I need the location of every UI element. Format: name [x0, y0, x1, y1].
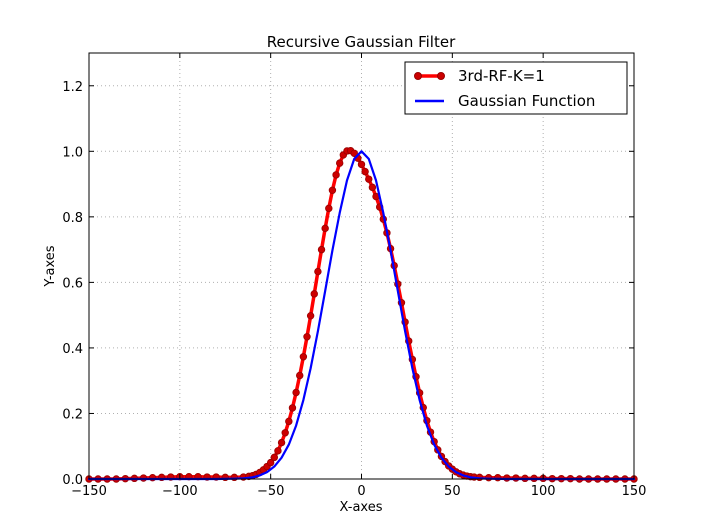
series-rf-marker	[314, 267, 322, 276]
series-rf-marker	[285, 417, 293, 426]
series-rf-marker	[306, 312, 315, 320]
series-rf-marker	[365, 175, 373, 183]
legend-rf-label: 3rd-RF-K=1	[458, 67, 545, 85]
series-rf-marker	[288, 404, 297, 412]
y-axis-label: Y-axes	[43, 245, 58, 287]
y-tick-label: 0.2	[62, 407, 83, 422]
grid-layer	[89, 53, 634, 479]
x-tick-label: 0	[357, 484, 365, 499]
series-rf-marker	[368, 183, 377, 192]
chart-title: Recursive Gaussian Filter	[267, 33, 456, 51]
x-tick-label: 150	[622, 484, 647, 499]
series-rf-marker	[321, 224, 329, 233]
x-tick-label: −50	[257, 484, 284, 499]
series-rf-marker	[277, 438, 286, 447]
series-rf-marker	[274, 447, 282, 455]
legend-item-gaussian: Gaussian Function	[415, 92, 595, 110]
y-tick-label: 0.4	[62, 342, 83, 357]
y-tick-label: 0.6	[62, 276, 83, 291]
series-rf-marker	[328, 186, 337, 194]
series-rf-marker	[357, 160, 366, 169]
x-tick-label: −100	[162, 484, 198, 499]
legend-rf-swatch-marker-right	[437, 72, 445, 80]
series-rf-marker	[296, 371, 304, 380]
series-rf-marker	[350, 149, 358, 157]
x-axis-label: X-axes	[340, 500, 383, 515]
tick-layer: −150 −100 −50 0 50 100 150 0.0 0.2 0.4 0.6 0.8 1.0 1.…	[62, 53, 646, 499]
series-rf-marker	[303, 333, 311, 341]
series-rf-marker	[325, 204, 333, 213]
y-tick-label: 0.8	[62, 211, 83, 226]
series-rf-marker	[361, 167, 369, 176]
x-tick-label: −150	[71, 484, 107, 499]
x-tick-label: 100	[531, 484, 556, 499]
legend-gaussian-label: Gaussian Function	[458, 92, 595, 110]
y-tick-label: 1.0	[62, 145, 83, 160]
legend-item-rf: 3rd-RF-K=1	[414, 67, 545, 85]
legend-rf-swatch-marker-left	[414, 72, 422, 80]
y-tick-label: 0.0	[62, 473, 83, 488]
series-rf-marker	[292, 388, 300, 397]
series-rf-marker	[310, 290, 318, 298]
series-rf-marker	[317, 245, 326, 254]
series-rf-marker	[332, 171, 340, 179]
series-rf-marker	[494, 473, 502, 482]
x-tick-label: 50	[444, 484, 461, 499]
legend: 3rd-RF-K=1 Gaussian Function	[404, 61, 628, 115]
series-rf-marker	[299, 353, 308, 361]
series-rf-marker	[270, 453, 278, 462]
series-rf-marker	[336, 159, 344, 167]
legend-box	[404, 61, 628, 115]
series-rf-marker	[281, 429, 289, 437]
series-rf-marker	[266, 458, 275, 467]
y-tick-label: 1.2	[62, 80, 83, 95]
